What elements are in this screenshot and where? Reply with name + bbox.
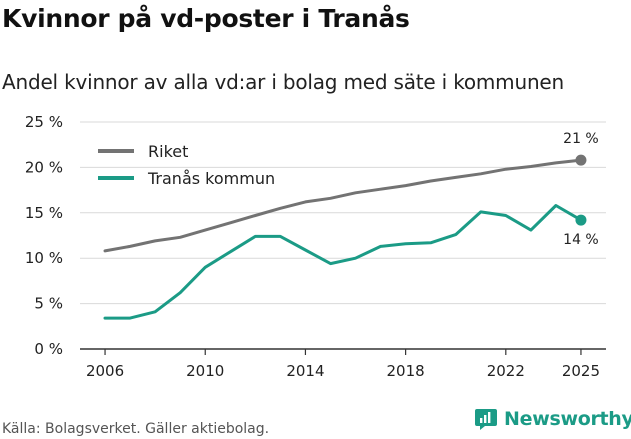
x-tick-label: 2006 xyxy=(86,362,124,380)
legend: Riket Tranås kommun xyxy=(98,142,275,188)
end-value-label-tranas: 14 % xyxy=(563,232,599,248)
x-tick-label: 2018 xyxy=(387,362,425,380)
x-tick-label: 2025 xyxy=(562,362,600,380)
end-value-label-riket: 21 % xyxy=(563,131,599,147)
brand-name: Newsworthy xyxy=(504,408,631,430)
chart-subtitle: Andel kvinnor av alla vd:ar i bolag med … xyxy=(2,70,564,94)
x-tick-label: 2014 xyxy=(286,362,324,380)
page-title: Kvinnor på vd-poster i Tranås xyxy=(2,4,410,33)
brand-logo: Newsworthy xyxy=(474,407,631,431)
source-note: Källa: Bolagsverket. Gäller aktiebolag. xyxy=(2,421,270,437)
end-point-riket xyxy=(575,154,587,166)
legend-label-riket: Riket xyxy=(148,142,188,161)
series-lines: 21 % 14 % xyxy=(103,131,599,320)
y-tick-label: 5 % xyxy=(34,295,63,313)
axes: 0 % 5 % 10 % 15 % 20 % 25 % 2006 2010 2014 2018 20… xyxy=(25,113,606,380)
y-tick-label: 25 % xyxy=(25,113,63,131)
legend-label-tranas: Tranås kommun xyxy=(147,169,275,188)
series-line-tranas xyxy=(103,204,583,320)
x-tick-label: 2010 xyxy=(186,362,224,380)
y-tick-label: 15 % xyxy=(25,204,63,222)
x-tick-label: 2022 xyxy=(487,362,525,380)
newsworthy-logo-icon xyxy=(475,409,497,430)
end-point-tranas xyxy=(575,214,587,226)
y-tick-label: 20 % xyxy=(25,158,63,176)
y-tick-label: 10 % xyxy=(25,249,63,267)
series-line-riket xyxy=(103,158,583,253)
line-chart: 0 % 5 % 10 % 15 % 20 % 25 % 2006 2010 2014 2018 20… xyxy=(25,113,606,380)
y-tick-label: 0 % xyxy=(34,340,63,358)
